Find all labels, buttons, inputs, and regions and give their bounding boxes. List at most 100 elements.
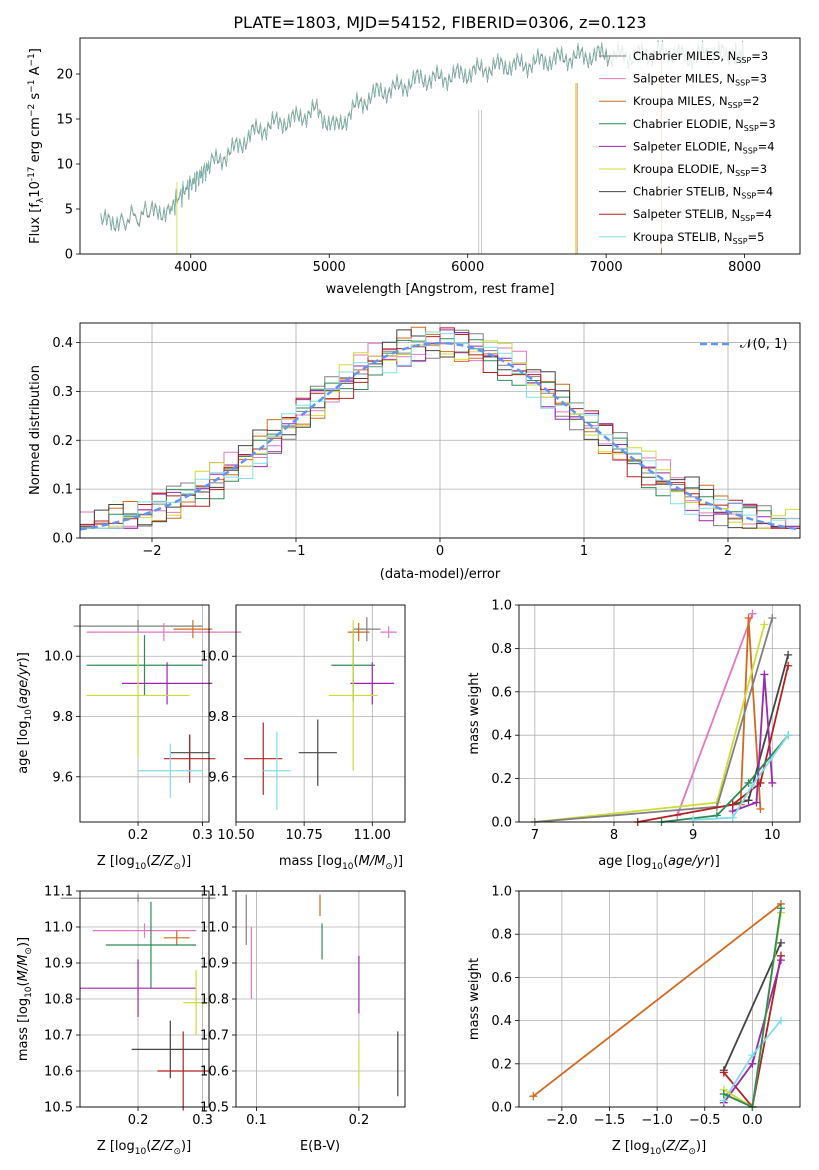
legend-entry: Kroupa STELIB, NSSP=5 [633,230,764,246]
weight-Z-xtick-label: −2.0 [546,1113,578,1128]
age-Z-ylabel: age [log10(age/yr)] [16,652,34,774]
weight-age-marker [748,781,757,790]
weight-Z-marker [776,904,785,913]
weight-age-xtick-label: 10 [764,828,781,843]
legend-entry: Chabrier MILES, NSSP=3 [633,49,768,65]
weight-age-marker [784,731,793,740]
mass-EBV-ytick-label: 10.8 [200,993,229,1008]
weight-age-ytick-label: 0.6 [491,685,512,700]
weight-Z-series-line [722,942,782,1071]
mass-Z-ytick-label: 10.8 [44,993,73,1008]
legend-entry: Chabrier STELIB, NSSP=4 [633,185,773,201]
weight-Z-ylabel: mass weight [467,958,482,1040]
mass-EBV-ytick-label: 10.7 [200,1029,229,1044]
weight-Z-marker [719,1090,728,1099]
spectrum-ylabel: Flux [fλ10-17 erg cm−2 s−1 A−1] [27,48,46,244]
mass-Z-ytick-label: 10.9 [44,957,73,972]
mass-EBV-xtick-label: 0.1 [246,1113,267,1128]
weight-age-marker [784,661,793,670]
weight-age-marker [744,796,753,805]
residuals-frame [79,322,801,539]
weight-Z-marker [776,938,785,947]
mass-Z-xlabel: Z [log10(Z/Z⊙)] [97,1139,191,1157]
weight-age-xlabel: age [log10(age/yr)] [598,854,720,872]
residuals-xtick-label: −1 [286,544,305,559]
residuals-xtick-label: −2 [142,544,161,559]
weight-Z-frame [518,890,801,1108]
weight-Z-marker [776,956,785,965]
legend-box [610,42,798,248]
spectrum-ytick-label: 20 [56,68,73,83]
weight-age-ytick-label: 0.2 [491,772,512,787]
weight-Z-ytick-label: 0.4 [491,1014,512,1029]
weight-Z-xtick-label: −0.5 [689,1113,721,1128]
weight-age-ylabel: mass weight [467,672,482,754]
weight-age-series-line [661,734,789,823]
residuals-histogram [80,331,800,529]
mass-EBV-xlabel: E(B-V) [300,1139,340,1154]
age-mass-ytick-label: 9.8 [208,710,229,725]
legend-entry: Salpeter MILES, NSSP=3 [633,72,767,88]
spectrum-ytick-label: 10 [56,158,73,173]
residuals-ytick-label: 0.2 [52,434,73,449]
mass-Z-ylabel: mass [log10(M/M⊙)] [16,937,34,1061]
legend-normal-label: 𝒩(0, 1) [740,337,787,352]
age-mass-ytick-label: 9.6 [208,770,229,785]
age-mass-xtick-label: 10.75 [286,828,323,843]
weight-age-marker [748,609,757,618]
residuals-ylabel: Normed distribution [28,365,43,495]
residuals-histogram [80,329,800,529]
mass-EBV-ytick-label: 10.6 [200,1065,229,1080]
weight-age-ytick-label: 0.0 [491,816,512,831]
spectrum-ytick-label: 0 [65,248,73,263]
weight-age-marker [756,804,765,813]
weight-Z-series-line [532,903,782,1097]
weight-Z-ytick-label: 0.0 [491,1101,512,1116]
legend-entry: Salpeter ELODIE, NSSP=4 [633,139,775,155]
weight-age-ytick-label: 1.0 [491,599,512,614]
weight-age-marker [756,778,765,787]
weight-Z-xlabel: Z [log10(Z/Z⊙)] [612,1139,706,1157]
weight-age-xtick-label: 9 [689,828,697,843]
weight-age-series-line [676,613,754,816]
spectrum-ytick-label: 15 [56,113,73,128]
mass-EBV-ytick-label: 11.0 [200,921,229,936]
mass-Z-ytick-label: 11.0 [44,921,73,936]
weight-age-marker [768,778,777,787]
age-Z-ytick-label: 10.0 [44,650,73,665]
weight-age-xtick-label: 8 [610,828,618,843]
residuals-ytick-label: 0.0 [52,532,73,547]
weight-age-marker [689,815,698,824]
weight-Z-marker [776,1016,785,1025]
spectrum-xtick-label: 5000 [313,260,346,275]
legend-entry: Salpeter STELIB, NSSP=4 [633,207,772,223]
residuals-ytick-label: 0.4 [52,336,73,351]
residuals-normal-curve [79,341,801,531]
mass-EBV-ytick-label: 10.9 [200,957,229,972]
age-Z-xtick-label: 0.3 [192,828,213,843]
legend-entry: Chabrier ELODIE, NSSP=3 [633,117,776,133]
mass-Z-ytick-label: 11.1 [44,885,73,900]
weight-Z-marker [748,1051,757,1060]
weight-Z-marker [719,1068,728,1077]
weight-age-ytick-label: 0.8 [491,642,512,657]
weight-age-frame [518,604,801,823]
age-mass-frame [235,604,406,823]
age-Z-xtick-label: 0.2 [128,828,149,843]
spectrum-xlabel: wavelength [Angstrom, rest frame] [326,282,555,297]
spectrum-ytick-label: 5 [65,203,73,218]
age-mass-xlabel: mass [log10(M/M⊙)] [279,854,403,872]
spectrum-xtick-label: 7000 [590,260,623,275]
age-mass-xtick-label: 10.50 [217,828,254,843]
mass-Z-frame [79,890,210,1108]
weight-Z-xtick-label: −1.0 [641,1113,673,1128]
weight-Z-xtick-label: −1.5 [594,1113,626,1128]
age-mass-xtick-label: 11.00 [354,828,391,843]
mass-EBV-ytick-label: 11.1 [200,885,229,900]
weight-age-marker [752,798,761,807]
weight-age-marker [728,813,737,822]
weight-Z-ytick-label: 0.2 [491,1057,512,1072]
mass-Z-xtick-label: 0.3 [192,1113,213,1128]
weight-Z-ytick-label: 0.8 [491,928,512,943]
age-Z-ytick-label: 9.6 [52,770,73,785]
